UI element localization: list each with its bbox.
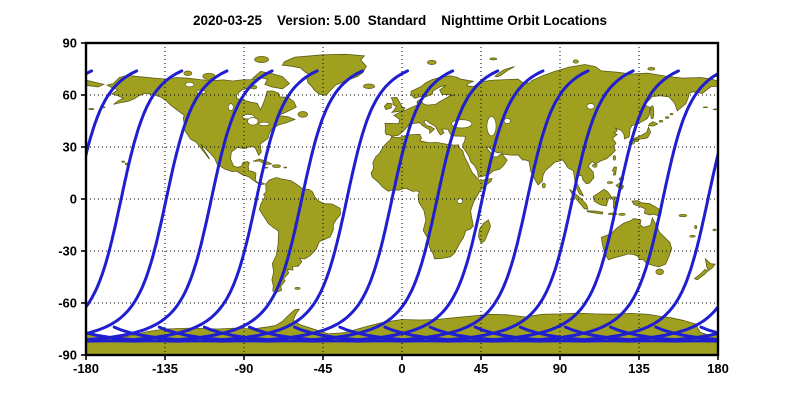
island (618, 213, 626, 216)
landmass-novaya-zemlya (494, 66, 515, 78)
landmass-chukotka-west (86, 79, 105, 88)
landmass-great-britain (390, 96, 406, 113)
orbit-ground-track (86, 69, 319, 343)
orbit-ground-track (86, 69, 229, 336)
island (183, 70, 193, 76)
orbit-ground-track (86, 69, 364, 343)
orbit-ground-track (473, 304, 718, 343)
orbit-ground-track (112, 69, 455, 343)
y-axis-labels: 90 60 30 0 -30 -60 -90 (58, 36, 77, 363)
orbit-ground-track (293, 69, 635, 343)
island (702, 106, 709, 109)
landmass-new-zealand-south (693, 268, 709, 281)
landmass-new-guinea (631, 200, 662, 217)
landmass-cuba (252, 158, 274, 165)
island (254, 56, 269, 63)
x-tick-label: 0 (398, 361, 405, 376)
landmass-ireland (383, 102, 392, 111)
x-tick-label: 180 (707, 361, 729, 376)
orbit-ground-track (86, 69, 139, 162)
lake (227, 103, 234, 111)
island (658, 120, 664, 123)
lake (247, 117, 259, 126)
island (294, 287, 301, 290)
island (694, 225, 698, 230)
landmass-north-america (106, 74, 297, 186)
x-tick-label: -180 (73, 361, 99, 376)
island (363, 83, 375, 89)
island (272, 164, 281, 168)
y-tick-label: -30 (58, 244, 77, 259)
island (647, 66, 656, 71)
x-tick-label: 90 (553, 361, 567, 376)
orbit-ground-track (338, 69, 680, 343)
lake (586, 103, 595, 110)
landmass-madagascar (478, 219, 491, 245)
figure-title: 2020-03-25 Version: 5.00 Standard Nightt… (192, 13, 608, 28)
lake (503, 118, 511, 124)
x-tick-label: -135 (152, 361, 178, 376)
island (592, 163, 598, 168)
island (264, 166, 269, 169)
landmass-south-america (258, 177, 341, 293)
lake (486, 116, 497, 137)
island (283, 166, 288, 169)
y-tick-label: -60 (58, 296, 77, 311)
island (606, 181, 614, 184)
landmass-java (586, 210, 604, 215)
island (664, 116, 670, 119)
orbit-ground-track (86, 69, 410, 343)
orbit-ground-track (383, 72, 718, 343)
tick-marks (81, 42, 719, 360)
orbit-ground-track (86, 69, 274, 342)
landmass-new-zealand-north (704, 257, 716, 272)
island (427, 59, 437, 65)
landmass-africa (370, 133, 493, 260)
island (121, 160, 125, 163)
orbit-ground-track (157, 69, 500, 343)
y-tick-label: 30 (63, 140, 77, 155)
x-tick-label: -90 (235, 361, 254, 376)
orbit-ground-track (202, 69, 545, 343)
island (650, 105, 655, 120)
orbit-ground-track (428, 148, 718, 343)
island (572, 59, 579, 64)
island (88, 108, 95, 110)
y-tick-label: -90 (58, 348, 77, 363)
lake (258, 121, 270, 126)
lake (456, 198, 464, 204)
plot-border (84, 41, 720, 357)
island (541, 182, 546, 189)
lake (184, 81, 195, 88)
island (612, 155, 616, 161)
landmass-australia (600, 216, 673, 268)
island (678, 213, 688, 218)
landmass-borneo (592, 188, 612, 207)
y-tick-label: 90 (63, 36, 77, 51)
landmass-hokkaido (647, 121, 659, 127)
x-tick-label: 45 (474, 361, 488, 376)
orbit-ground-track (248, 69, 590, 343)
island (633, 139, 640, 142)
y-tick-label: 60 (63, 88, 77, 103)
orbit-ground-track (699, 325, 718, 335)
island (669, 113, 674, 116)
island (689, 235, 696, 238)
orbit-ground-track (86, 69, 94, 76)
x-tick-label: 135 (628, 361, 650, 376)
landmass-luzon (611, 166, 617, 176)
orbit-ground-track (86, 69, 184, 310)
y-tick-label: 0 (70, 192, 77, 207)
island (489, 57, 498, 61)
island (297, 111, 309, 118)
x-tick-label: -45 (314, 361, 333, 376)
landmass-honshu (631, 126, 652, 141)
island (712, 228, 717, 232)
island (655, 268, 664, 275)
orbit-tracks (86, 69, 718, 343)
x-axis-labels: -180 -135 -90 -45 0 45 90 135 180 (73, 361, 729, 376)
